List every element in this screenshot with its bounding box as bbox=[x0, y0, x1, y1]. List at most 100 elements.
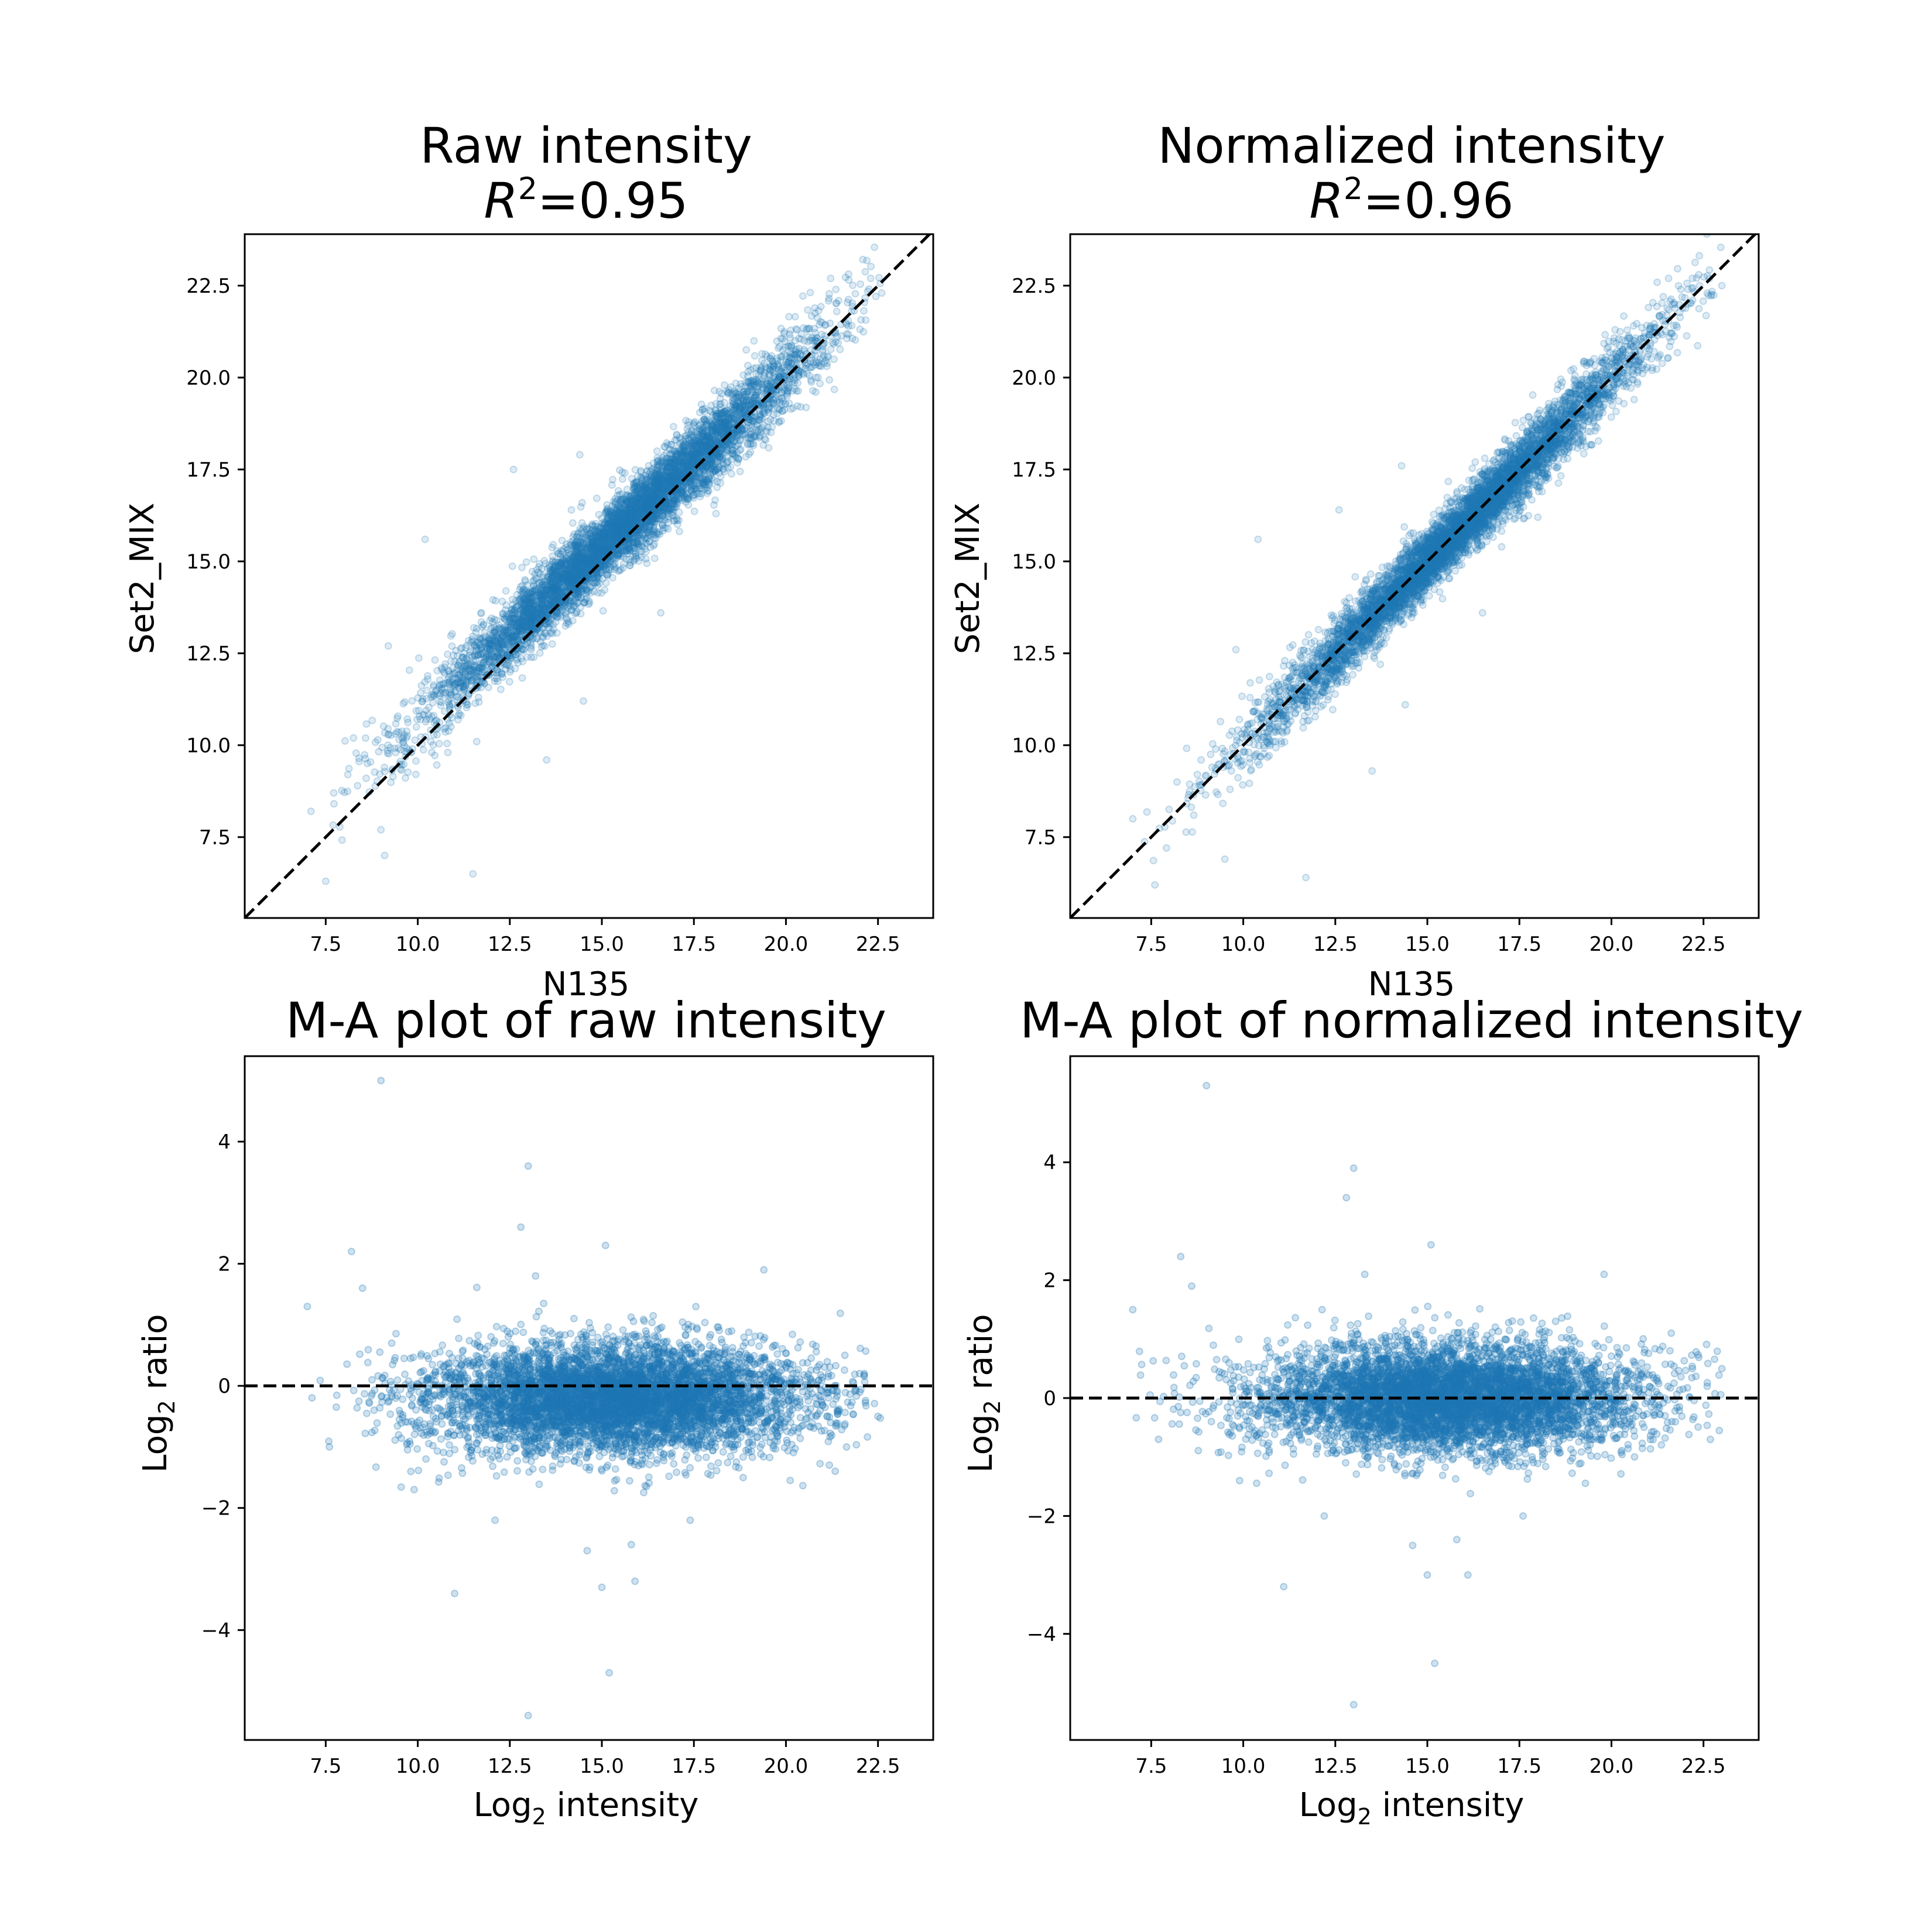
data-point bbox=[551, 570, 559, 578]
data-point bbox=[791, 313, 799, 321]
data-point bbox=[682, 416, 690, 424]
data-point bbox=[587, 547, 595, 555]
data-point bbox=[341, 737, 349, 745]
data-point bbox=[542, 591, 550, 599]
data-point bbox=[463, 641, 471, 649]
data-point bbox=[502, 587, 510, 595]
data-point bbox=[522, 597, 530, 605]
data-point bbox=[640, 483, 649, 491]
data-point bbox=[577, 526, 585, 535]
data-point bbox=[851, 290, 859, 298]
data-point bbox=[695, 470, 703, 478]
data-point bbox=[340, 789, 348, 796]
data-point bbox=[554, 550, 562, 558]
data-point bbox=[675, 527, 683, 536]
data-point bbox=[529, 590, 537, 598]
data-point bbox=[616, 545, 624, 553]
data-point bbox=[558, 536, 566, 544]
data-point bbox=[427, 738, 435, 745]
data-point bbox=[589, 537, 597, 546]
data-point bbox=[753, 383, 761, 392]
data-point bbox=[541, 642, 549, 650]
data-point bbox=[536, 608, 544, 616]
data-point bbox=[427, 748, 436, 756]
data-point bbox=[692, 478, 700, 487]
data-point bbox=[520, 620, 528, 628]
data-point bbox=[363, 759, 371, 768]
data-point bbox=[632, 531, 640, 539]
data-point bbox=[571, 609, 579, 617]
data-point bbox=[716, 447, 724, 455]
data-point bbox=[467, 676, 475, 684]
data-point bbox=[749, 398, 757, 406]
data-point bbox=[595, 549, 603, 557]
data-point bbox=[550, 566, 558, 573]
data-point bbox=[687, 450, 696, 458]
data-point bbox=[527, 598, 535, 607]
data-point bbox=[608, 513, 616, 522]
data-point bbox=[448, 642, 456, 650]
data-point bbox=[573, 571, 581, 579]
data-point bbox=[490, 653, 498, 662]
data-point bbox=[545, 585, 553, 594]
data-point bbox=[431, 752, 439, 759]
data-point bbox=[766, 366, 774, 374]
data-point bbox=[673, 520, 681, 529]
data-point bbox=[607, 507, 615, 515]
data-point bbox=[588, 520, 596, 528]
data-point bbox=[362, 720, 371, 728]
data-point bbox=[742, 346, 751, 354]
data-point bbox=[570, 576, 578, 584]
data-point bbox=[657, 489, 666, 497]
panel-raw-plot: 7.5 10.0 12.5 15.0 17.5 20.0 22.57.510.012.515… bbox=[186, 233, 934, 956]
data-point bbox=[818, 347, 827, 355]
data-point bbox=[530, 555, 538, 563]
data-point bbox=[700, 415, 708, 423]
data-point bbox=[578, 553, 587, 561]
data-point bbox=[655, 482, 663, 490]
data-point bbox=[615, 524, 624, 532]
data-point bbox=[455, 674, 464, 682]
data-point bbox=[503, 641, 511, 649]
data-point bbox=[660, 484, 668, 492]
data-point bbox=[565, 573, 573, 581]
data-point bbox=[744, 418, 752, 426]
data-point bbox=[647, 489, 655, 498]
data-point bbox=[797, 350, 804, 358]
data-point bbox=[452, 693, 460, 701]
data-point bbox=[666, 475, 674, 483]
data-point bbox=[403, 715, 412, 723]
data-point bbox=[448, 714, 456, 722]
data-point bbox=[712, 427, 721, 436]
data-point bbox=[602, 560, 610, 568]
data-point bbox=[638, 509, 646, 517]
data-point bbox=[755, 399, 763, 407]
data-point bbox=[587, 560, 595, 568]
data-point bbox=[550, 594, 558, 602]
data-point bbox=[710, 386, 718, 395]
data-point bbox=[726, 410, 734, 417]
data-point bbox=[576, 587, 584, 594]
data-point bbox=[699, 405, 707, 413]
data-point bbox=[571, 602, 579, 610]
data-point bbox=[740, 400, 748, 408]
data-point bbox=[734, 458, 741, 467]
data-point bbox=[636, 495, 645, 503]
data-point bbox=[564, 565, 572, 573]
data-point bbox=[756, 431, 765, 440]
data-point bbox=[492, 597, 499, 605]
data-point bbox=[698, 406, 707, 414]
data-point bbox=[681, 458, 690, 467]
data-point bbox=[686, 457, 694, 465]
data-point bbox=[329, 821, 337, 829]
data-point bbox=[518, 563, 526, 571]
data-point bbox=[696, 408, 704, 416]
data-point bbox=[737, 446, 745, 454]
data-point bbox=[697, 448, 705, 456]
data-point bbox=[835, 297, 842, 305]
data-point bbox=[429, 698, 437, 707]
data-point bbox=[579, 560, 587, 568]
data-point bbox=[643, 501, 651, 509]
data-point bbox=[445, 673, 453, 681]
data-point bbox=[740, 398, 748, 406]
